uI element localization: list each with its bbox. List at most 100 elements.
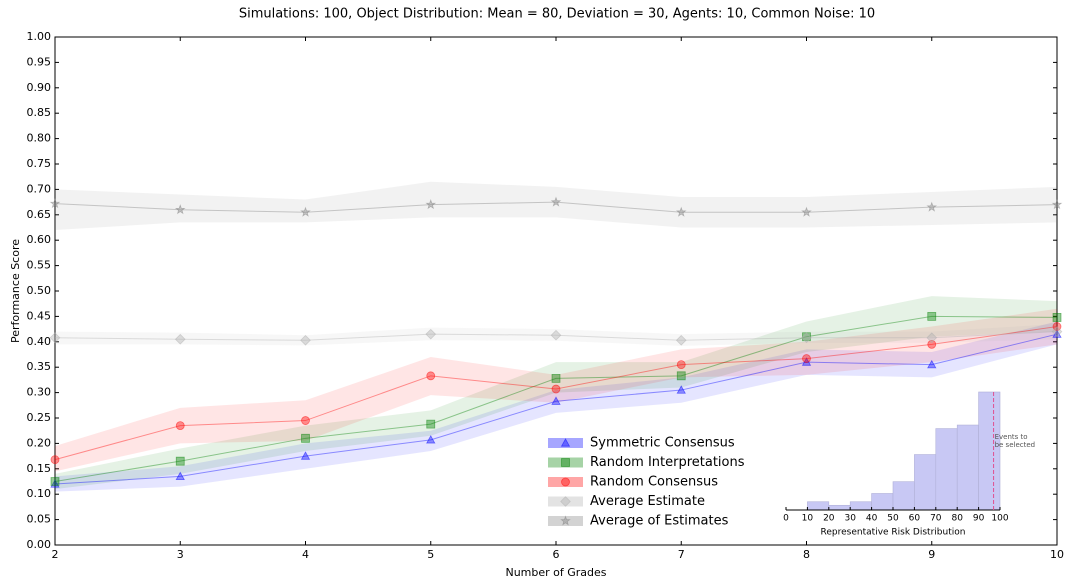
x-tick-label: 70	[930, 514, 942, 524]
x-tick-label: 0	[783, 514, 789, 524]
series-line	[54, 333, 1058, 485]
y-tick-label: 0.25	[27, 411, 52, 424]
data-point	[1052, 313, 1062, 322]
data-point	[801, 206, 812, 217]
data-point	[49, 198, 61, 209]
y-tick-label: 0.45	[27, 309, 52, 322]
data-point	[49, 332, 61, 344]
histogram-bar	[828, 504, 851, 511]
y-tick-label: 0.40	[27, 335, 52, 348]
histogram-bar	[849, 501, 872, 511]
data-point	[1052, 329, 1062, 338]
y-tick-label: 0.75	[27, 157, 52, 170]
data-point	[175, 421, 185, 431]
data-point	[425, 328, 437, 340]
y-tick-label: 0.05	[27, 513, 52, 526]
data-point	[927, 359, 937, 369]
data-point	[426, 419, 436, 429]
data-point	[551, 373, 561, 383]
data-point	[676, 371, 686, 381]
y-tick-label: 0.60	[27, 233, 52, 246]
series-line	[54, 315, 1058, 482]
x-axis-label: Number of Grades	[505, 566, 606, 579]
x-tick-label: 80	[951, 514, 963, 524]
data-point	[300, 451, 311, 460]
legend-label: Random Interpretations	[590, 455, 745, 470]
histogram-bar	[807, 501, 830, 511]
data-point	[927, 339, 937, 349]
legend-label: Average of Estimates	[590, 514, 729, 529]
y-tick-label: 0.20	[27, 436, 52, 449]
data-point	[927, 312, 937, 321]
x-tick-label: 50	[887, 514, 899, 524]
y-tick-label: 0.50	[27, 284, 52, 297]
histogram-bar	[871, 493, 894, 511]
legend-label: Symmetric Consensus	[590, 436, 735, 451]
y-tick-label: 0.00	[27, 538, 52, 551]
y-tick-label: 0.15	[27, 462, 52, 475]
series-line	[54, 326, 1058, 461]
data-point	[425, 199, 437, 210]
data-point	[926, 201, 938, 212]
legend-marker	[560, 438, 571, 447]
data-point	[1051, 326, 1063, 338]
error-band	[55, 296, 1057, 490]
data-point	[550, 329, 562, 341]
data-point	[300, 206, 311, 217]
error-band	[55, 308, 1057, 472]
legend-marker	[560, 515, 571, 526]
y-axis-label: Performance Score	[9, 239, 22, 343]
legend-swatch	[548, 516, 583, 526]
data-point	[300, 334, 311, 346]
x-tick-label: 30	[844, 514, 856, 524]
y-tick-label: 0.95	[27, 55, 52, 68]
error-band	[55, 321, 1057, 492]
x-tick-label: 4	[302, 548, 309, 561]
x-tick-label: 10	[802, 514, 814, 524]
y-tick-label: 0.80	[27, 132, 52, 145]
data-point	[676, 360, 686, 370]
data-point	[174, 333, 186, 345]
legend-label: Average Estimate	[590, 494, 705, 509]
series-line	[54, 331, 1058, 341]
data-point	[50, 477, 60, 486]
data-point	[175, 471, 185, 481]
data-point	[301, 416, 310, 425]
data-point	[801, 332, 812, 344]
x-tick-label: 90	[973, 514, 985, 524]
y-tick-label: 0.10	[27, 487, 52, 500]
x-tick-label: 7	[678, 548, 685, 561]
series-line	[54, 201, 1058, 213]
data-point	[676, 385, 686, 394]
histogram-bar	[978, 391, 1001, 511]
annotation: Events to	[995, 433, 1028, 441]
data-point	[801, 357, 812, 366]
data-point	[551, 396, 561, 405]
legend-swatch	[548, 438, 583, 448]
error-band	[55, 181, 1057, 231]
x-tick-label: 8	[803, 548, 810, 561]
data-point	[301, 433, 310, 443]
data-point	[675, 334, 687, 346]
histogram-bar	[956, 424, 979, 511]
x-tick-label: 60	[909, 514, 921, 524]
y-tick-label: 0.55	[27, 259, 52, 272]
chart-title: Simulations: 100, Object Distribution: M…	[239, 7, 875, 22]
x-tick-label: 5	[427, 548, 434, 561]
data-point	[174, 204, 186, 215]
data-point	[175, 456, 185, 466]
y-tick-label: 0.65	[27, 208, 52, 221]
x-tick-label: 10	[1050, 548, 1064, 561]
data-point	[802, 354, 811, 363]
data-point	[675, 206, 687, 217]
data-point	[426, 435, 436, 444]
legend-swatch	[548, 477, 583, 487]
inset-x-label: Representative Risk Distribution	[821, 528, 966, 538]
legend-label: Random Consensus	[590, 475, 718, 490]
legend-marker	[561, 458, 570, 467]
y-tick-label: 0.30	[27, 386, 52, 399]
data-point	[50, 455, 60, 465]
x-tick-label: 40	[866, 514, 878, 524]
x-tick-label: 2	[52, 548, 59, 561]
data-point	[926, 332, 938, 344]
